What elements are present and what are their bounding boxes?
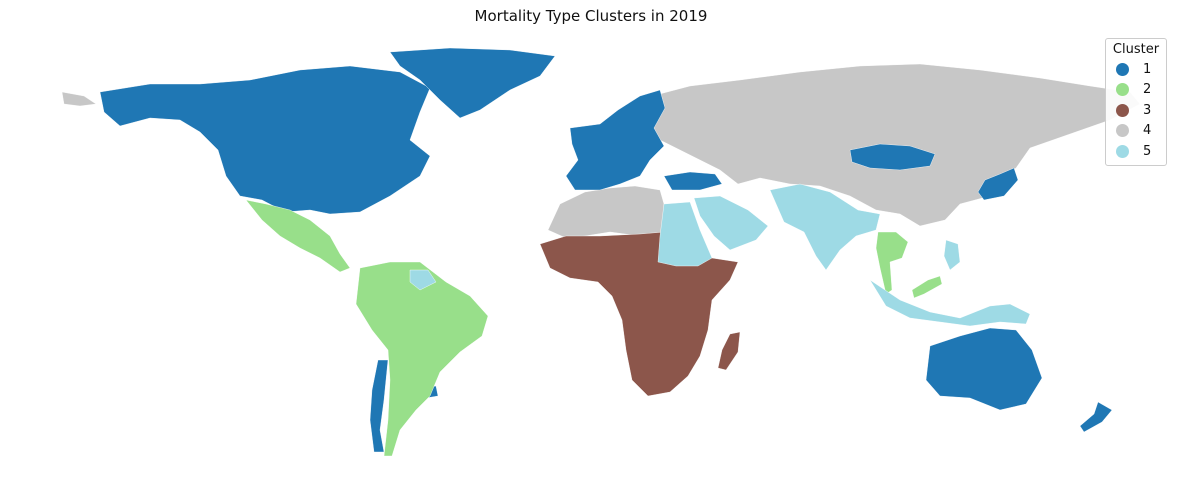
- region-australia: [925, 327, 1043, 411]
- legend-item: 3: [1106, 100, 1166, 121]
- region-japan: [977, 167, 1019, 201]
- legend: Cluster 1 2 3 4 5: [1105, 38, 1167, 166]
- region-new-zealand: [1079, 401, 1113, 433]
- region-north-africa: [547, 185, 665, 239]
- legend-label: 1: [1143, 61, 1152, 77]
- legend-title: Cluster: [1112, 42, 1160, 57]
- legend-item: 1: [1106, 59, 1166, 80]
- region-mexico-central-america: [245, 199, 351, 273]
- map-title: Mortality Type Clusters in 2019: [474, 7, 708, 25]
- legend-swatch: [1116, 83, 1129, 97]
- region-south-america: [355, 261, 489, 457]
- region-thailand: [875, 231, 909, 295]
- region-greenland: [389, 47, 556, 119]
- legend-label: 4: [1143, 123, 1152, 139]
- legend-swatch: [1116, 124, 1129, 138]
- region-southeast-asia: [869, 279, 1031, 327]
- region-turkey: [663, 171, 723, 191]
- region-south-asia: [769, 183, 881, 271]
- region-malaysia: [911, 275, 943, 299]
- region-arabia: [693, 195, 769, 251]
- region-europe: [565, 89, 666, 191]
- legend-item: 4: [1106, 121, 1166, 142]
- region-sub-saharan-africa: [539, 231, 739, 397]
- legend-item: 2: [1106, 80, 1166, 101]
- region-chile: [369, 359, 389, 453]
- region-alaska: [61, 91, 97, 107]
- legend-label: 5: [1143, 143, 1152, 159]
- legend-label: 2: [1143, 82, 1152, 98]
- region-philippines: [943, 239, 961, 271]
- region-north-america: [99, 65, 431, 215]
- region-egypt-sudan: [657, 201, 713, 267]
- legend-item: 5: [1106, 141, 1166, 162]
- legend-swatch: [1116, 103, 1129, 117]
- legend-swatch: [1116, 62, 1129, 76]
- region-madagascar: [717, 331, 741, 371]
- legend-swatch: [1116, 144, 1129, 158]
- region-guyana-suriname: [409, 269, 437, 291]
- legend-label: 3: [1143, 102, 1152, 118]
- region-mongolia: [849, 143, 936, 171]
